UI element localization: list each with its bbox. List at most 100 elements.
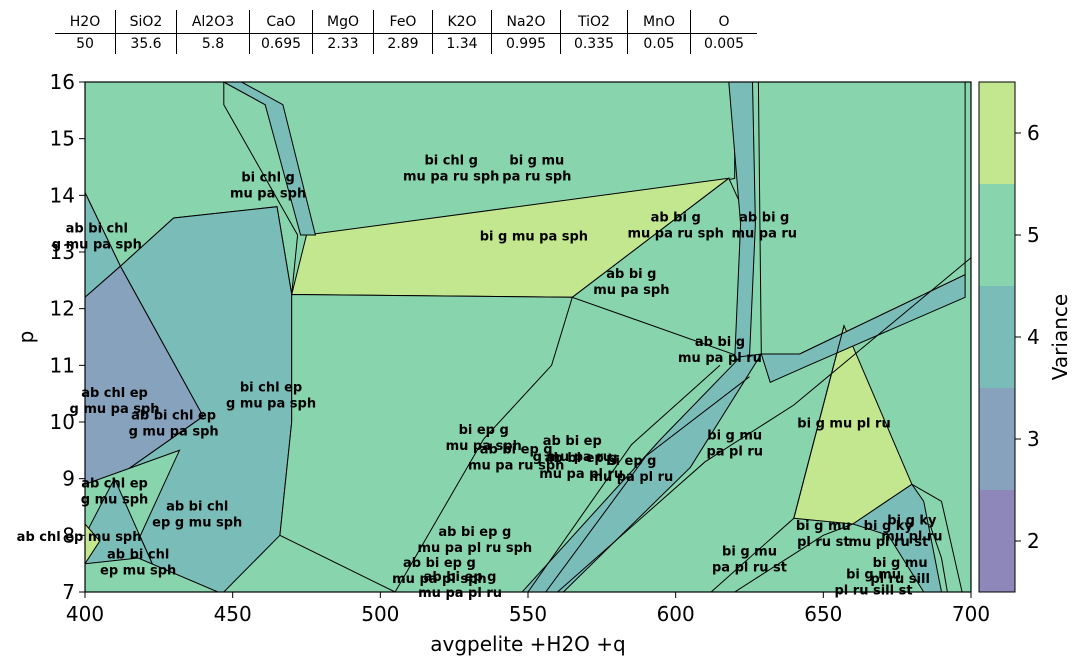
field-label-14: ab bi chl ep mu sph — [100, 548, 176, 579]
composition-header-o: O — [690, 10, 757, 34]
narrow-field-0 — [223, 82, 317, 236]
field-label-0: bi chl g mu pa sph — [230, 171, 306, 202]
x-axis-label: avgpelite +H2O +q — [430, 632, 625, 656]
field-label-6: ab bi g mu pa sph — [593, 267, 669, 298]
composition-value-tio2: 0.335 — [560, 33, 628, 54]
composition-header-mno: MnO — [627, 10, 691, 34]
boundary-line-2 — [557, 257, 971, 592]
field-label-10: ab bi chl ep g mu pa sph — [129, 409, 219, 440]
x-tick-label-3: 550 — [509, 602, 547, 626]
small-field-label-3: ab bi ep g mu pa pl sph — [392, 556, 487, 587]
field-label-17: ab bi g mu pa pl ru — [678, 335, 762, 366]
y-tick-label-2: 9 — [62, 467, 75, 491]
field-label-8: ab chl ep g mu pa sph — [70, 386, 160, 417]
field-label-7: ab bi chl g mu pa sph — [52, 222, 142, 253]
colorbar-segment-3 — [979, 388, 1015, 490]
composition-value-o: 0.005 — [690, 33, 757, 54]
x-tick-label-6: 700 — [952, 602, 990, 626]
phase-field-13 — [85, 523, 101, 565]
composition-header-al2o3: Al2O3 — [176, 10, 250, 34]
small-field-label-1: ab bi ep g mu pa ru sph — [468, 443, 564, 474]
composition-header-row: H2O SiO2 Al2O3 CaO MgO FeO K2O Na2O TiO2 MnO O — [55, 10, 757, 34]
composition-header-na2o: Na2O — [491, 10, 561, 34]
x-tick-label-1: 450 — [214, 602, 252, 626]
colorbar-segment-2 — [979, 490, 1015, 592]
composition-value-na2o: 0.995 — [491, 33, 561, 54]
boundary-line-6 — [929, 523, 948, 592]
colorbar-tick-label-2: 4 — [1027, 325, 1040, 349]
colorbar-tick-label-4: 6 — [1027, 121, 1040, 145]
composition-value-mno: 0.05 — [627, 33, 691, 54]
field-label-24: bi g mu pl ru sill st — [835, 567, 913, 598]
field-label-21: bi g mu pa pl ru st — [712, 545, 787, 576]
field-label-15: bi ep g mu pa sph — [446, 423, 522, 454]
y-tick-label-8: 15 — [50, 127, 75, 151]
y-tick-label-4: 11 — [50, 353, 75, 377]
y-tick-label-0: 7 — [62, 580, 75, 604]
field-label-9: bi chl ep g mu pa sph — [226, 380, 316, 411]
small-field-label-4: ab bi ep g mu pa pl ru — [418, 570, 502, 601]
y-tick-label-1: 8 — [62, 523, 75, 547]
composition-header-cao: CaO — [249, 10, 313, 34]
colorbar-tick-label-1: 3 — [1027, 427, 1040, 451]
field-label-4: ab bi g mu pa ru sph — [627, 210, 723, 241]
boundary-line-1 — [545, 376, 750, 592]
field-label-23: bi g ky mu pl ru st — [848, 519, 928, 550]
boundary-line-0 — [527, 364, 721, 592]
composition-header-k2o: K2O — [432, 10, 492, 34]
field-label-22: bi g mu pl ru st — [796, 519, 851, 550]
boundary-line-4 — [710, 325, 845, 592]
colorbar-segment-5 — [979, 184, 1015, 286]
composition-table: H2O SiO2 Al2O3 CaO MgO FeO K2O Na2O TiO2 MnO O 50 3… — [55, 10, 757, 54]
small-field-label-0: ab bi ep g mu pa ru — [533, 434, 612, 465]
composition-value-cao: 0.695 — [249, 33, 313, 54]
field-label-1: bi chl g mu pa ru sph — [403, 154, 499, 185]
field-label-16: bi ep g mu pa pl ru — [589, 454, 673, 485]
field-label-5: ab bi g mu pa ru — [731, 210, 797, 241]
field-label-2: bi g mu pa ru sph — [502, 154, 571, 185]
phase-fields — [85, 82, 966, 592]
x-tick-label-5: 650 — [804, 602, 842, 626]
colorbar-label: Variance — [1048, 294, 1072, 380]
composition-value-k2o: 1.34 — [432, 33, 492, 54]
field-label-11: ab chl ep g mu sph — [81, 477, 148, 508]
small-field-label-6: bi g mu pl ru sill — [870, 556, 930, 587]
field-label-20: ab bi ep g mu pa pl ru sph — [417, 525, 532, 556]
y-tick-label-9: 16 — [50, 70, 75, 94]
y-tick-label-5: 12 — [50, 297, 75, 321]
colorbar-tick-label-0: 2 — [1027, 529, 1040, 553]
boundary-line-5 — [911, 483, 963, 592]
y-axis-label: p — [14, 331, 38, 344]
colorbar: 2 3 4 5 6 Variance — [978, 81, 1072, 593]
field-boundaries — [223, 82, 971, 592]
y-tick-label-6: 13 — [50, 240, 75, 264]
y-tick-label-7: 14 — [50, 183, 75, 207]
colorbar-segment-4 — [979, 286, 1015, 388]
composition-value-al2o3: 5.8 — [176, 33, 250, 54]
phase-field-14 — [85, 557, 219, 592]
axes: 400 450 500 550 600 650 700 7 8 9 10 11 12 13 14 15 16 av… — [14, 70, 990, 656]
colorbar-tick-label-3: 5 — [1027, 223, 1040, 247]
composition-value-row: 50 35.6 5.8 0.695 2.33 2.89 1.34 0.995 0.335 0.05… — [55, 33, 757, 54]
field-label-19: bi g mu pl ru — [797, 417, 890, 432]
composition-header-h2o: H2O — [55, 10, 116, 34]
composition-header-tio2: TiO2 — [560, 10, 628, 34]
boundary-line-3 — [734, 523, 854, 592]
field-label-12: ab bi chl ep g mu sph — [152, 499, 242, 530]
composition-header-sio2: SiO2 — [115, 10, 177, 34]
x-tick-label-2: 500 — [361, 602, 399, 626]
x-tick-label-4: 600 — [657, 602, 695, 626]
composition-header-feo: FeO — [373, 10, 433, 34]
y-tick-label-3: 10 — [50, 410, 75, 434]
colorbar-segment-6 — [979, 82, 1015, 184]
field-label-3: bi g mu pa sph — [480, 230, 588, 245]
phase-field-15 — [279, 293, 573, 592]
composition-value-feo: 2.89 — [373, 33, 433, 54]
composition-value-mgo: 2.33 — [312, 33, 374, 54]
composition-value-h2o: 50 — [76, 36, 94, 52]
composition-header-mgo: MgO — [312, 10, 374, 34]
field-label-18: bi g mu pa pl ru — [706, 429, 763, 460]
